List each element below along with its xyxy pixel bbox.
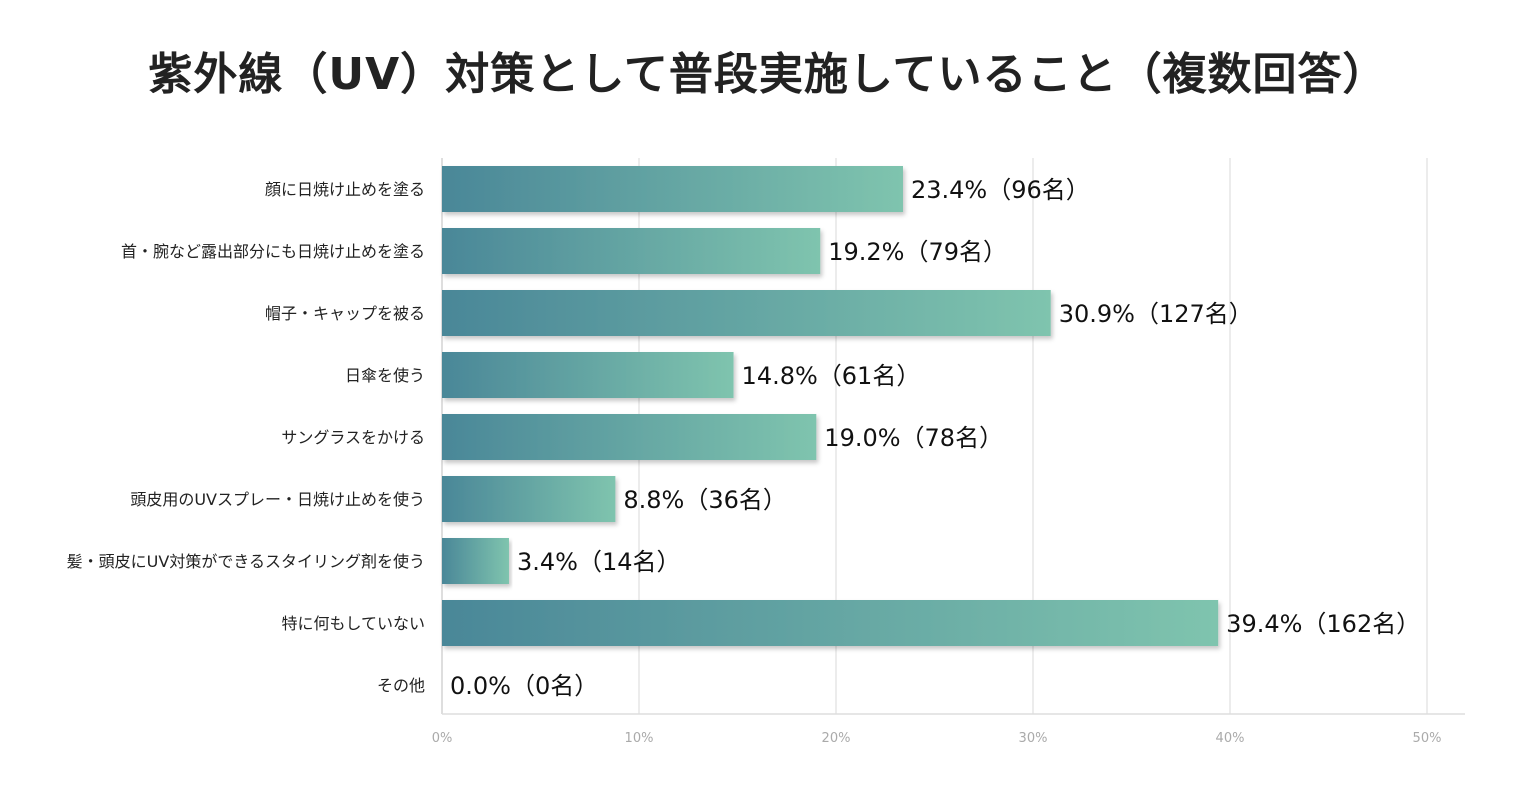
- data-label: 19.0%（78名）: [824, 424, 1003, 452]
- category-label: 顔に日焼け止めを塗る: [265, 180, 425, 199]
- bar: [442, 352, 734, 398]
- data-label: 39.4%（162名）: [1226, 610, 1420, 638]
- data-label: 30.9%（127名）: [1059, 300, 1253, 328]
- category-label: 頭皮用のUVスプレー・日焼け止めを使う: [130, 490, 425, 509]
- x-tick-label: 50%: [1413, 731, 1442, 746]
- data-label: 14.8%（61名）: [742, 362, 921, 390]
- chart-title: 紫外線（UV）対策として普段実施していること（複数回答）: [148, 49, 1388, 100]
- bar: [442, 228, 821, 274]
- category-label: 特に何もしていない: [281, 614, 425, 633]
- data-label: 3.4%（14名）: [517, 548, 681, 576]
- category-label: サングラスをかける: [281, 428, 425, 447]
- x-tick-label: 40%: [1216, 731, 1245, 746]
- category-label: 日傘を使う: [345, 366, 425, 385]
- data-label: 0.0%（0名）: [450, 672, 598, 700]
- bar: [442, 290, 1051, 336]
- bar: [442, 476, 616, 522]
- category-label: 髪・頭皮にUV対策ができるスタイリング剤を使う: [67, 552, 425, 571]
- category-label: その他: [377, 676, 425, 695]
- bar: [442, 600, 1219, 646]
- x-tick-label: 0%: [432, 731, 453, 746]
- x-tick-label: 30%: [1019, 731, 1048, 746]
- category-label: 首・腕など露出部分にも日焼け止めを塗る: [121, 242, 425, 261]
- x-tick-label: 10%: [625, 731, 654, 746]
- labels: 0% 10% 20% 30% 40% 50% 顔に日焼け止めを塗る 23.4%（96名） 首・腕…: [67, 176, 1442, 746]
- bar: [442, 414, 817, 460]
- bars: [442, 166, 1219, 646]
- x-tick-label: 20%: [822, 731, 851, 746]
- data-label: 19.2%（79名）: [828, 238, 1007, 266]
- bar: [442, 538, 509, 584]
- data-label: 8.8%（36名）: [623, 486, 787, 514]
- bar: [442, 166, 903, 212]
- category-label: 帽子・キャップを被る: [265, 304, 425, 323]
- data-label: 23.4%（96名）: [911, 176, 1090, 204]
